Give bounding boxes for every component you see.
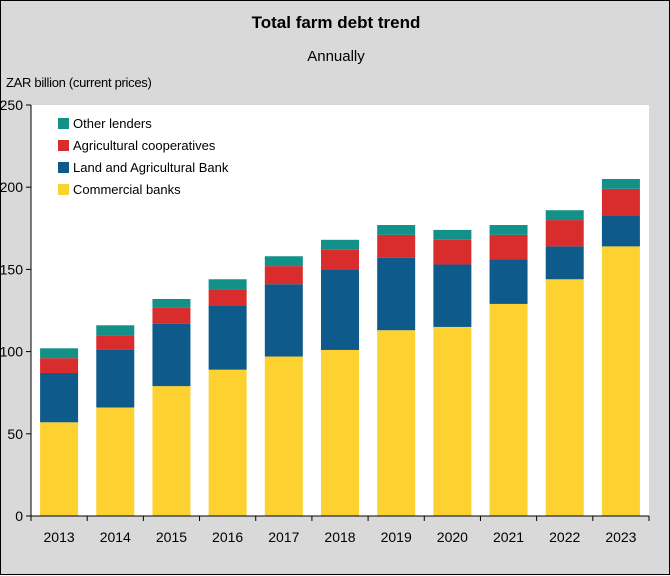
bar-land-and-agricultural-bank-2017 bbox=[264, 284, 303, 357]
bar-land-and-agricultural-bank-2023 bbox=[601, 215, 640, 247]
bar-agricultural-cooperatives-2023 bbox=[601, 188, 640, 216]
bar-agricultural-cooperatives-2021 bbox=[489, 234, 528, 260]
bar-other-lenders-2016 bbox=[208, 279, 247, 290]
x-tick-label: 2020 bbox=[437, 529, 468, 545]
y-tick-label: 200 bbox=[1, 179, 23, 195]
bar-other-lenders-2014 bbox=[96, 325, 135, 336]
legend-swatch-land-and-agricultural-bank bbox=[58, 162, 69, 173]
x-tick-label: 2019 bbox=[381, 529, 412, 545]
x-tick-label: 2022 bbox=[549, 529, 580, 545]
x-tick-label: 2017 bbox=[268, 529, 299, 545]
bar-land-and-agricultural-bank-2022 bbox=[545, 246, 584, 280]
bar-land-and-agricultural-bank-2020 bbox=[433, 264, 472, 327]
bar-agricultural-cooperatives-2016 bbox=[208, 289, 247, 306]
bar-commercial-banks-2016 bbox=[208, 369, 247, 516]
bar-other-lenders-2020 bbox=[433, 229, 472, 240]
bar-commercial-banks-2015 bbox=[152, 386, 191, 516]
x-tick-label: 2023 bbox=[605, 529, 636, 545]
bar-agricultural-cooperatives-2019 bbox=[377, 234, 416, 258]
legend-label-agricultural-cooperatives: Agricultural cooperatives bbox=[73, 138, 216, 153]
y-tick-label: 100 bbox=[1, 344, 23, 360]
y-tick-label: 250 bbox=[1, 97, 23, 113]
bar-other-lenders-2015 bbox=[152, 298, 191, 308]
bar-other-lenders-2017 bbox=[264, 256, 303, 267]
bar-other-lenders-2023 bbox=[601, 178, 640, 189]
x-tick-label: 2016 bbox=[212, 529, 243, 545]
bar-other-lenders-2013 bbox=[40, 348, 79, 359]
y-tick-label: 0 bbox=[15, 508, 23, 524]
bar-commercial-banks-2020 bbox=[433, 326, 472, 516]
bar-commercial-banks-2023 bbox=[601, 246, 640, 516]
x-tick-label: 2018 bbox=[324, 529, 355, 545]
legend-label-other-lenders: Other lenders bbox=[73, 116, 152, 131]
x-tick-label: 2014 bbox=[100, 529, 131, 545]
bar-other-lenders-2019 bbox=[377, 225, 416, 235]
bar-land-and-agricultural-bank-2014 bbox=[96, 349, 135, 408]
x-tick-label: 2021 bbox=[493, 529, 524, 545]
bar-land-and-agricultural-bank-2021 bbox=[489, 259, 528, 304]
bar-commercial-banks-2022 bbox=[545, 279, 584, 516]
bar-agricultural-cooperatives-2020 bbox=[433, 239, 472, 265]
y-axis-label: ZAR billion (current prices) bbox=[6, 75, 152, 90]
legend-swatch-agricultural-cooperatives bbox=[58, 140, 69, 151]
bar-commercial-banks-2014 bbox=[96, 407, 135, 516]
bar-commercial-banks-2013 bbox=[40, 422, 79, 516]
bar-commercial-banks-2018 bbox=[321, 349, 359, 516]
legend-label-commercial-banks: Commercial banks bbox=[73, 182, 181, 197]
bar-commercial-banks-2021 bbox=[489, 303, 528, 516]
bar-land-and-agricultural-bank-2018 bbox=[321, 269, 359, 350]
bar-land-and-agricultural-bank-2013 bbox=[40, 372, 79, 423]
chart-title: Total farm debt trend bbox=[251, 13, 421, 32]
bar-agricultural-cooperatives-2013 bbox=[40, 358, 79, 373]
bar-agricultural-cooperatives-2014 bbox=[96, 335, 135, 350]
bar-agricultural-cooperatives-2022 bbox=[545, 220, 584, 247]
x-tick-label: 2013 bbox=[44, 529, 75, 545]
bar-commercial-banks-2019 bbox=[377, 330, 416, 516]
bar-agricultural-cooperatives-2018 bbox=[321, 249, 359, 270]
bar-commercial-banks-2017 bbox=[264, 356, 303, 516]
chart-subtitle: Annually bbox=[307, 48, 365, 65]
legend-swatch-commercial-banks bbox=[58, 184, 69, 195]
bar-other-lenders-2018 bbox=[321, 239, 359, 250]
x-tick-label: 2015 bbox=[156, 529, 187, 545]
bar-land-and-agricultural-bank-2019 bbox=[377, 257, 416, 331]
bar-land-and-agricultural-bank-2015 bbox=[152, 323, 191, 387]
y-tick-label: 50 bbox=[7, 426, 23, 442]
legend-label-land-and-agricultural-bank: Land and Agricultural Bank bbox=[73, 160, 229, 175]
y-tick-label: 150 bbox=[1, 261, 23, 277]
bar-other-lenders-2022 bbox=[545, 210, 584, 221]
bar-other-lenders-2021 bbox=[489, 225, 528, 235]
legend-swatch-other-lenders bbox=[58, 118, 69, 129]
bar-agricultural-cooperatives-2017 bbox=[264, 266, 303, 285]
bar-agricultural-cooperatives-2015 bbox=[152, 307, 191, 324]
bar-land-and-agricultural-bank-2016 bbox=[208, 305, 247, 370]
